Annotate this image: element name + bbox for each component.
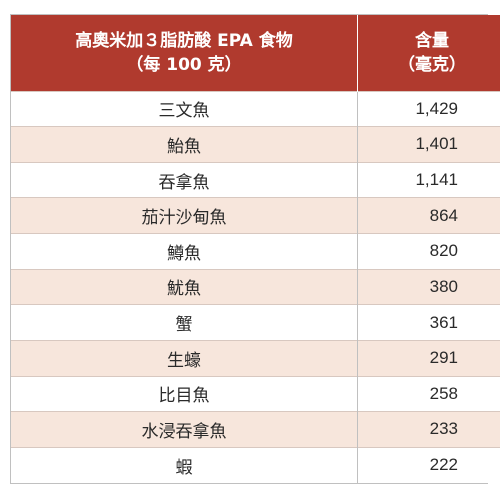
food-cell: 水浸吞拿魚 bbox=[11, 411, 358, 448]
amount-cell: 233 bbox=[357, 411, 500, 448]
food-cell: 魷魚 bbox=[11, 268, 358, 305]
table-row: 蟹 361 bbox=[11, 304, 500, 341]
table-row: 三文魚 1,429 bbox=[11, 90, 500, 127]
table-body: 三文魚 1,429 鮐魚 1,401 吞拿魚 1,141 茄汁沙甸魚 864 鱒… bbox=[11, 90, 500, 483]
table-row: 比目魚 258 bbox=[11, 375, 500, 412]
amount-column-header: 含量 （毫克） bbox=[357, 15, 500, 91]
amount-cell: 864 bbox=[357, 197, 500, 234]
food-header-line1: 高奧米加３脂肪酸 EPA 食物 bbox=[75, 30, 293, 51]
amount-cell: 820 bbox=[357, 233, 500, 270]
food-cell: 比目魚 bbox=[11, 375, 358, 412]
table-row: 鮐魚 1,401 bbox=[11, 126, 500, 163]
table-row: 茄汁沙甸魚 864 bbox=[11, 197, 500, 234]
food-cell: 鮐魚 bbox=[11, 126, 358, 163]
amount-cell: 1,141 bbox=[357, 161, 500, 198]
amount-cell: 1,401 bbox=[357, 126, 500, 163]
food-cell: 生蠔 bbox=[11, 339, 358, 376]
food-cell: 蝦 bbox=[11, 446, 358, 483]
amount-cell: 361 bbox=[357, 304, 500, 341]
table-row: 吞拿魚 1,141 bbox=[11, 161, 500, 198]
food-cell: 茄汁沙甸魚 bbox=[11, 197, 358, 234]
food-cell: 吞拿魚 bbox=[11, 161, 358, 198]
table-header: 高奧米加３脂肪酸 EPA 食物 （每 100 克） 含量 （毫克） bbox=[11, 15, 500, 91]
food-cell: 鱒魚 bbox=[11, 233, 358, 270]
amount-header-line1: 含量 bbox=[415, 30, 449, 51]
food-cell: 蟹 bbox=[11, 304, 358, 341]
table-row: 魷魚 380 bbox=[11, 268, 500, 305]
amount-cell: 1,429 bbox=[357, 90, 500, 127]
amount-cell: 291 bbox=[357, 339, 500, 376]
food-column-header: 高奧米加３脂肪酸 EPA 食物 （每 100 克） bbox=[11, 15, 358, 91]
table-row: 水浸吞拿魚 233 bbox=[11, 411, 500, 448]
food-header-line2: （每 100 克） bbox=[126, 54, 242, 75]
amount-header-line2: （毫克） bbox=[398, 54, 466, 75]
epa-table: 高奧米加３脂肪酸 EPA 食物 （每 100 克） 含量 （毫克） 三文魚 1,… bbox=[11, 15, 500, 483]
epa-food-table: 高奧米加３脂肪酸 EPA 食物 （每 100 克） 含量 （毫克） 三文魚 1,… bbox=[10, 14, 500, 484]
table-row: 鱒魚 820 bbox=[11, 233, 500, 270]
table-row: 蝦 222 bbox=[11, 446, 500, 483]
amount-cell: 222 bbox=[357, 446, 500, 483]
amount-cell: 258 bbox=[357, 375, 500, 412]
table-row: 生蠔 291 bbox=[11, 339, 500, 376]
amount-cell: 380 bbox=[357, 268, 500, 305]
header-row: 高奧米加３脂肪酸 EPA 食物 （每 100 克） 含量 （毫克） bbox=[11, 15, 500, 91]
food-cell: 三文魚 bbox=[11, 90, 358, 127]
